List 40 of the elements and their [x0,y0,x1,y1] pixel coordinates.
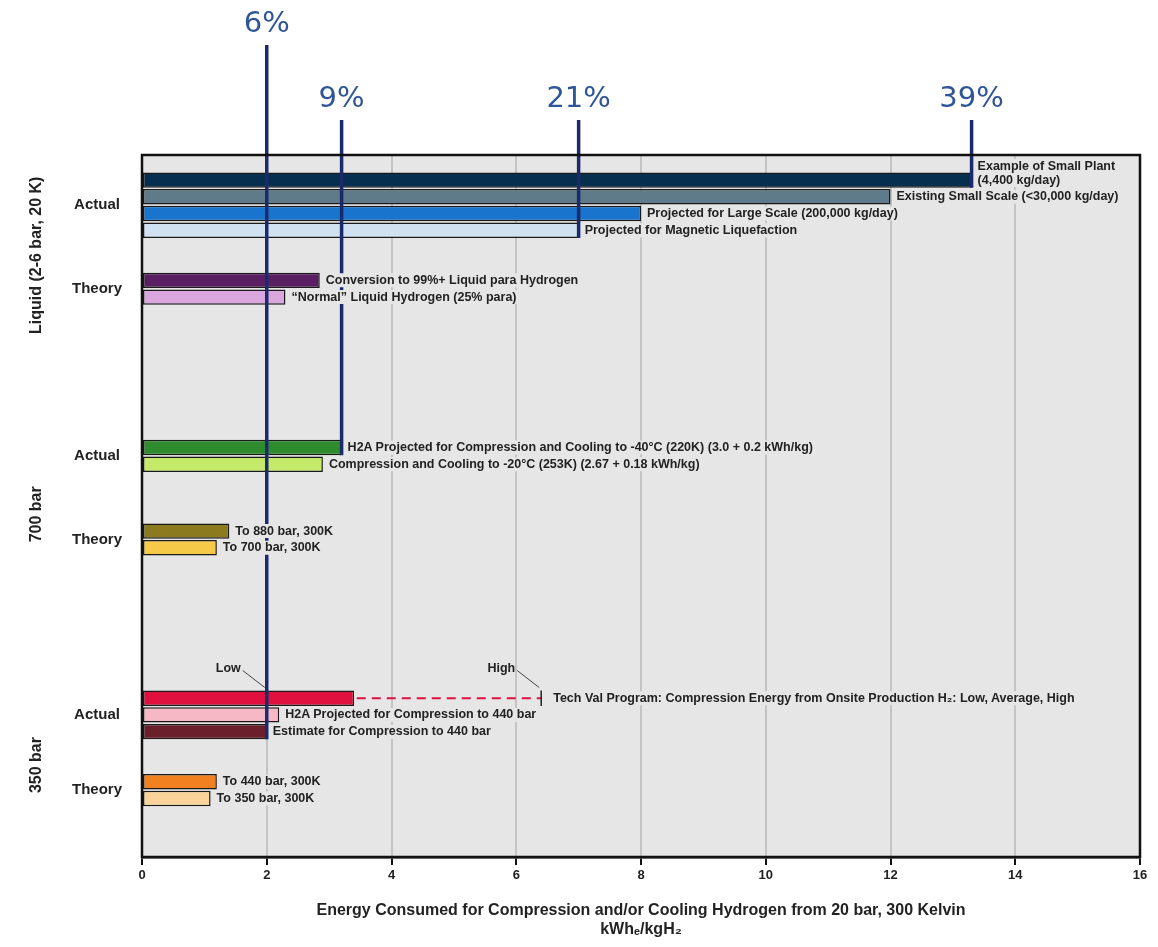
x-axis-title: Energy Consumed for Compression and/or Cooling Hydrogen from 20 bar, 300 Kelvin kWhₑ/kgH₂ [316,900,966,937]
x-tick-label: 14 [1008,867,1024,883]
y-tick-label: H2A Projected for Compression to 440 bar [285,707,537,722]
text: Actual [74,446,120,463]
x-tick-label: 10 [758,867,773,883]
annotation: 6% [243,5,290,40]
x-tick-label: 12 [883,867,898,883]
x-tick-label: 8 [637,867,645,883]
x-tick-label: 4 [387,867,396,883]
text: Liquid (2-6 bar, 20 K) [27,176,45,334]
text: 700 bar [27,486,45,543]
y-tick-label: To 700 bar, 300K [222,540,321,555]
x-tick-label: 0 [138,867,146,883]
text: Theory [71,529,123,547]
y-tick-label: To 350 bar, 300K [216,790,315,805]
y-tick-label: “Normal” Liquid Hydrogen (25% para) [291,289,517,304]
y-tick-label: Existing Small Scale (<30,000 kg/day) [896,189,1119,204]
x-tick-label: 16 [1132,867,1148,883]
x-tick-label: 6 [512,867,520,883]
y-tick-label: Projected for Large Scale (200,000 kg/day) [647,205,898,220]
y-tick-label: Tech Val Program: Compression Energy from Onsite Production H₂: Low, Average, High [553,690,1075,705]
y-tick-label: To 880 bar, 300K [235,523,334,538]
text: Theory [71,278,123,296]
annotation: 39% [939,80,1004,115]
y-tick-label: Example of Small Plant (4,400 kg/day) [977,158,1116,187]
text: Actual [74,705,120,723]
y-tick-label: Projected for Magnetic Liquefaction [584,222,798,237]
y-tick-label: Estimate for Compression to 440 bar [272,724,491,739]
annotation: High [487,660,516,675]
annotation: 21% [546,80,611,115]
y-tick-label: To 440 bar, 300K [222,774,321,789]
y-tick-label: Conversion to 99%+ Liquid para Hydrogen [325,272,579,287]
annotation: Low [215,660,242,675]
y-tick-label: H2A Projected for Compression and Cooling to -40°C (220K) (3.0 + 0.2 kWh/kg) [347,439,813,454]
annotation: 9% [318,80,365,115]
y-tick-label: Compression and Cooling to -20°C (253K) (2.67 + 0.18 kWh/kg) [328,456,700,471]
text: 350 bar [27,737,45,794]
x-tick-label: 2 [263,867,271,883]
text: Theory [71,780,123,798]
text: Actual [74,195,120,213]
